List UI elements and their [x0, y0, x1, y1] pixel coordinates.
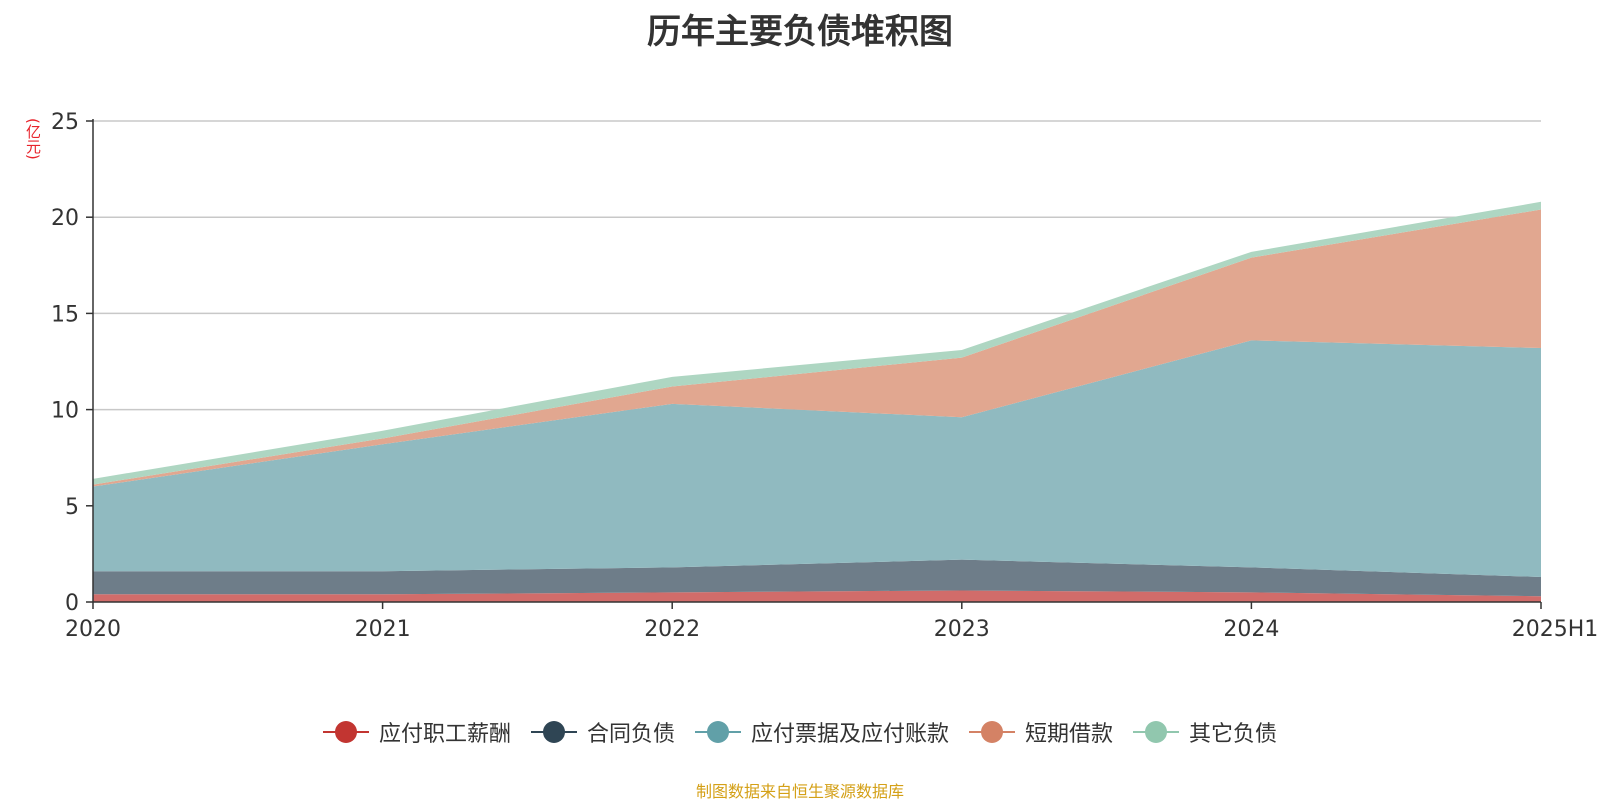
- legend-marker-icon: [530, 720, 577, 744]
- chart-title: 历年主要负债堆积图: [647, 12, 953, 52]
- x-tick-label-0: 2020: [65, 617, 121, 642]
- y-tick-label-1: 5: [65, 495, 79, 520]
- stacked-area-chart: 0 5 10 15 20 25 2020 2021 2022 2023 2024 2025H1: [51, 110, 1598, 642]
- legend-item-0[interactable]: 应付职工薪酬: [322, 716, 511, 748]
- x-tick-label-4: 2024: [1223, 617, 1279, 642]
- y-tick-label-2: 10: [51, 399, 79, 424]
- x-tick-label-3: 2023: [934, 617, 990, 642]
- y-tick-label-5: 25: [51, 110, 79, 135]
- y-tick-label-0: 0: [65, 591, 79, 616]
- legend-marker-icon: [322, 720, 369, 744]
- source-note: 制图数据来自恒生聚源数据库: [695, 782, 904, 801]
- legend-marker-icon: [694, 720, 741, 744]
- legend-label: 其它负债: [1189, 722, 1278, 747]
- area-series: [93, 201, 1541, 602]
- area-series-1: [93, 559, 1541, 597]
- axes: [86, 119, 1542, 609]
- area-series-4: [93, 201, 1541, 485]
- y-tick-label-3: 15: [51, 302, 79, 327]
- legend-label: 合同负债: [586, 722, 675, 747]
- legend-label: 短期借款: [1025, 722, 1114, 747]
- y-tick-label-4: 20: [51, 206, 79, 231]
- legend-item-4[interactable]: 其它负债: [1133, 716, 1277, 748]
- tick-labels: 0 5 10 15 20 25 2020 2021 2022 2023 2024 2025H1: [51, 110, 1598, 642]
- y-axis-unit-label: (亿元): [24, 118, 42, 160]
- legend-label: 应付职工薪酬: [378, 722, 511, 747]
- legend: 应付职工薪酬 合同负债 应付票据及应付账款 短期借款 其它负债: [0, 716, 1600, 748]
- x-tick-label-2: 2022: [644, 617, 700, 642]
- area-series-3: [93, 209, 1541, 487]
- area-series-2: [93, 340, 1541, 577]
- legend-item-1[interactable]: 合同负债: [530, 716, 675, 748]
- legend-label: 应付票据及应付账款: [750, 722, 949, 747]
- legend-marker-icon: [1133, 720, 1180, 744]
- legend-item-2[interactable]: 应付票据及应付账款: [694, 716, 949, 748]
- x-tick-label-1: 2021: [355, 617, 411, 642]
- legend-marker-icon: [969, 720, 1015, 744]
- area-series-0: [93, 590, 1541, 602]
- x-tick-label-5: 2025H1: [1512, 617, 1599, 642]
- legend-item-3[interactable]: 短期借款: [969, 716, 1113, 748]
